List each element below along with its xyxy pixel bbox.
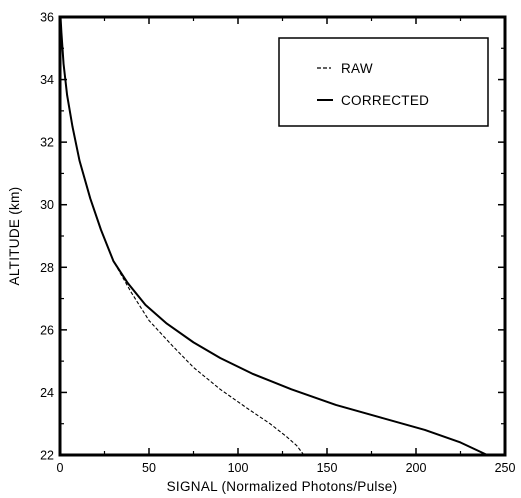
x-tick-label: 150 — [317, 461, 338, 475]
x-tick-label: 50 — [142, 461, 156, 475]
y-axis-title: ALTITUDE (km) — [7, 187, 22, 286]
x-axis-title: SIGNAL (Normalized Photons/Pulse) — [167, 479, 398, 494]
y-tick-label: 24 — [40, 386, 54, 400]
y-tick-label: 32 — [40, 136, 54, 150]
tick-marks — [59, 16, 506, 456]
x-tick-label: 250 — [495, 461, 516, 475]
series-line-corrected — [59, 16, 488, 456]
y-tick-label: 30 — [40, 198, 54, 212]
legend-corrected-label: CORRECTED — [341, 93, 429, 108]
x-tick-label: 200 — [406, 461, 427, 475]
x-tick-label: 0 — [57, 461, 64, 475]
y-tick-label: 26 — [40, 323, 54, 337]
y-tick-label: 36 — [40, 11, 54, 25]
x-tick-label: 100 — [228, 461, 249, 475]
legend-box — [278, 37, 489, 127]
series-lines — [59, 16, 488, 456]
y-tick-label: 34 — [40, 73, 54, 87]
y-tick-label: 28 — [40, 261, 54, 275]
y-tick-label: 22 — [40, 449, 54, 463]
tick-labels: 0 50 100 150 200 250 22 24 26 28 30 32 34 36 — [40, 11, 515, 476]
legend-raw-label: RAW — [341, 61, 373, 76]
legend: RAW CORRECTED — [278, 37, 489, 127]
series-line-raw — [59, 16, 305, 456]
